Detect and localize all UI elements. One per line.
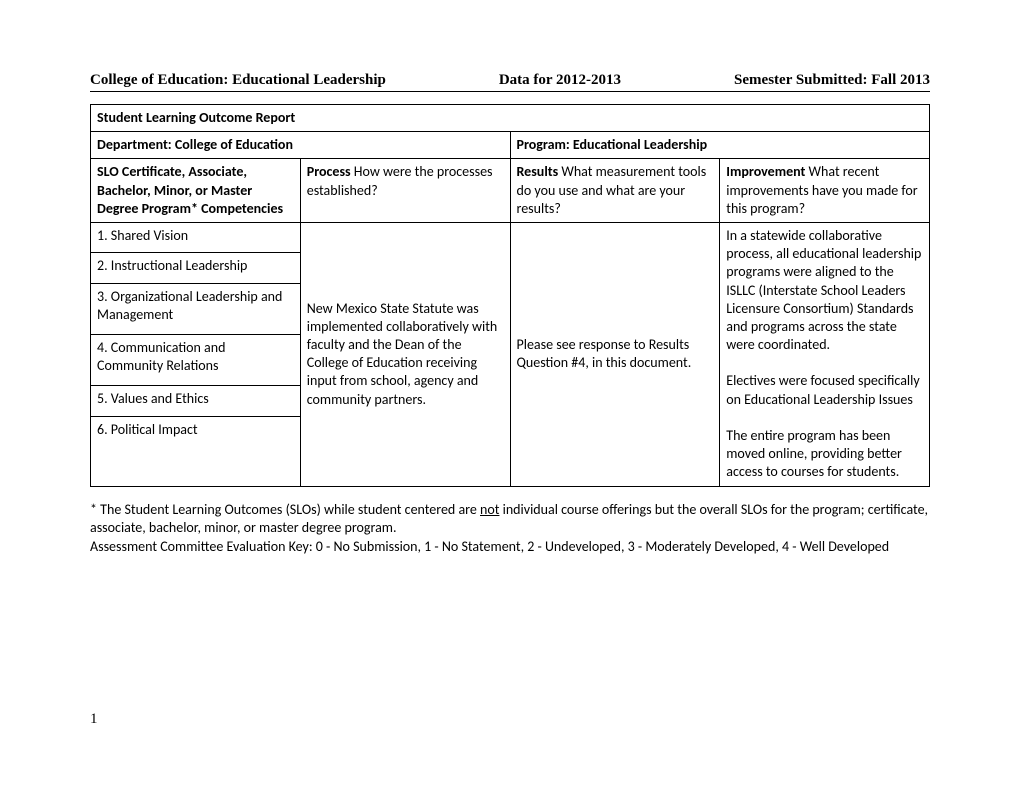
slo-cell-6: 6. Political Impact bbox=[91, 416, 301, 486]
col-header-results-label: Results bbox=[517, 163, 559, 180]
header-left: College of Education: Educational Leader… bbox=[90, 72, 386, 89]
col-header-slo: SLO Certificate, Associate, Bachelor, Mi… bbox=[91, 159, 301, 223]
table-row: 1. Shared Vision New Mexico State Statut… bbox=[91, 222, 930, 253]
page-header: College of Education: Educational Leader… bbox=[90, 72, 930, 92]
improvement-paragraph-1: In a statewide collaborative process, al… bbox=[726, 227, 923, 354]
process-cell: New Mexico State Statute was implemented… bbox=[300, 222, 510, 486]
slo-cell-1: 1. Shared Vision bbox=[91, 222, 301, 253]
page-number: 1 bbox=[90, 711, 98, 728]
slo-cell-5: 5. Values and Ethics bbox=[91, 386, 301, 417]
program-cell: Program: Educational Leadership bbox=[510, 132, 930, 159]
col-header-results: Results What measurement tools do you us… bbox=[510, 159, 720, 223]
column-headers-row: SLO Certificate, Associate, Bachelor, Mi… bbox=[91, 159, 930, 223]
footnote-text-a: * The Student Learning Outcomes (SLOs) w… bbox=[90, 501, 480, 518]
slo-cell-3: 3. Organizational Leadership and Managem… bbox=[91, 284, 301, 335]
col-header-improvement: Improvement What recent improvements hav… bbox=[720, 159, 930, 223]
col-header-improvement-label: Improvement bbox=[726, 163, 805, 180]
col-header-process: Process How were the processes establish… bbox=[300, 159, 510, 223]
col-header-slo-label: SLO Certificate, Associate, Bachelor, Mi… bbox=[97, 163, 283, 216]
slo-cell-2: 2. Instructional Leadership bbox=[91, 253, 301, 284]
slo-report-table: Student Learning Outcome Report Departme… bbox=[90, 104, 930, 487]
header-center: Data for 2012-2013 bbox=[499, 72, 621, 89]
header-right: Semester Submitted: Fall 2013 bbox=[734, 72, 930, 89]
footnote-line2: Assessment Committee Evaluation Key: 0 -… bbox=[90, 538, 889, 555]
improvement-cell: In a statewide collaborative process, al… bbox=[720, 222, 930, 486]
footnote-block: * The Student Learning Outcomes (SLOs) w… bbox=[90, 501, 930, 558]
col-header-process-label: Process bbox=[307, 163, 351, 180]
results-cell: Please see response to Results Question … bbox=[510, 222, 720, 486]
footnote-not: not bbox=[480, 501, 499, 518]
improvement-paragraph-3: The entire program has been moved online… bbox=[726, 427, 923, 482]
slo-cell-4: 4. Communication and Community Relations bbox=[91, 335, 301, 386]
improvement-paragraph-2: Electives were focused specifically on E… bbox=[726, 372, 923, 408]
table-title-row: Student Learning Outcome Report bbox=[91, 105, 930, 132]
department-cell: Department: College of Education bbox=[91, 132, 511, 159]
